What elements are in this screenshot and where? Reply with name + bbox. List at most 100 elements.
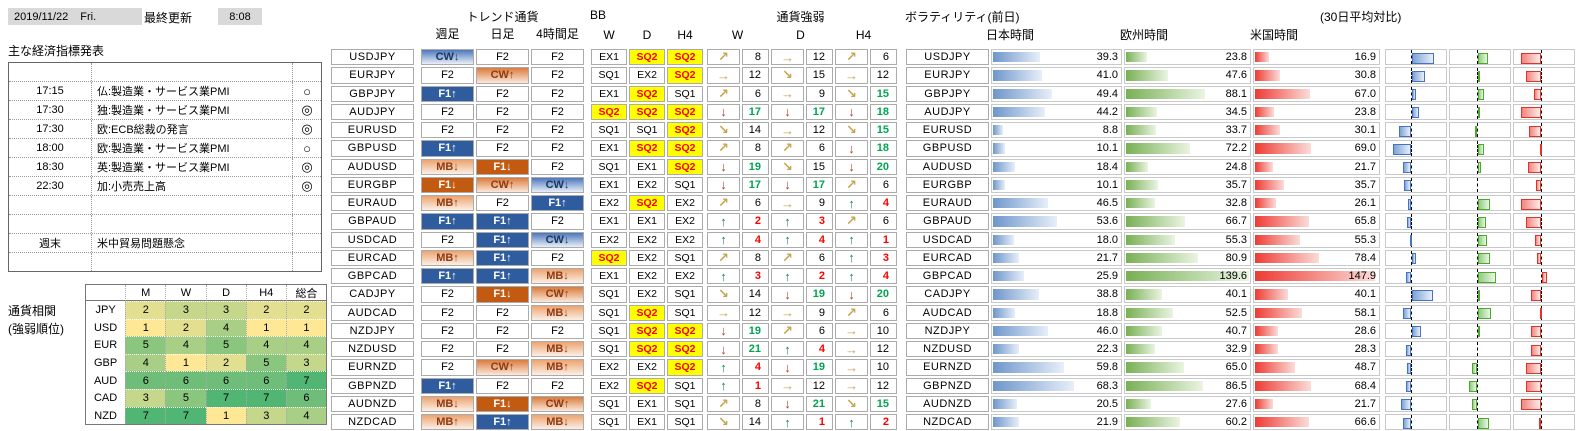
volatility-cell-europe[interactable]: 65.0 (1124, 359, 1251, 376)
trend-cell[interactable]: F1↓ (421, 176, 474, 193)
strength-arrow-dr-icon[interactable]: ↘ (771, 158, 804, 175)
strength-arrow-ur-icon[interactable]: ↗ (835, 213, 868, 230)
trend-cell[interactable]: CW↑ (476, 176, 529, 193)
strength-arrow-d-icon[interactable]: ↓ (771, 176, 804, 193)
bb-cell[interactable]: SQ1 (591, 158, 627, 175)
bb-cell[interactable]: EX2 (629, 231, 665, 248)
pair-label[interactable]: NZDJPY (906, 322, 989, 339)
strength-arrow-r-icon[interactable]: → (835, 359, 868, 376)
trend-cell[interactable]: F2 (531, 103, 584, 120)
avg30-cell-us[interactable] (1513, 213, 1575, 230)
pair-label[interactable]: EURJPY (906, 67, 989, 84)
econ-event[interactable]: 欧:製造業・サービス業PMI (91, 139, 292, 157)
trend-cell[interactable]: F1↑ (421, 140, 474, 157)
strength-value[interactable]: 20 (870, 158, 897, 175)
strength-arrow-u-icon[interactable]: ↑ (707, 268, 740, 285)
strength-value[interactable]: 6 (870, 49, 897, 66)
trend-cell[interactable]: F2 (531, 140, 584, 157)
strength-arrow-ur-icon[interactable]: ↗ (771, 322, 804, 339)
corr-rank-cell[interactable]: 2 (165, 318, 206, 337)
bb-cell[interactable]: SQ2 (667, 67, 703, 84)
bb-cell[interactable]: SQ1 (591, 322, 627, 339)
trend-cell[interactable]: F2 (421, 304, 474, 321)
strength-arrow-ur-icon[interactable]: ↗ (707, 140, 740, 157)
bb-cell[interactable]: SQ1 (667, 176, 703, 193)
trend-cell[interactable]: F1↑ (476, 414, 529, 431)
strength-arrow-ur-icon[interactable]: ↗ (707, 85, 740, 102)
strength-arrow-d-icon[interactable]: ↓ (835, 140, 868, 157)
strength-value[interactable]: 3 (742, 268, 769, 285)
corr-rank-cell[interactable]: 3 (165, 301, 206, 319)
avg30-cell-japan[interactable] (1385, 414, 1447, 431)
strength-value[interactable]: 6 (806, 140, 833, 157)
strength-arrow-u-icon[interactable]: ↑ (835, 268, 868, 285)
strength-value[interactable]: 2 (870, 414, 897, 431)
volatility-cell-europe[interactable]: 24.8 (1124, 158, 1251, 175)
bb-cell[interactable]: EX1 (629, 395, 665, 412)
pair-label[interactable]: AUDUSD (331, 158, 414, 175)
strength-value[interactable]: 12 (870, 377, 897, 394)
strength-value[interactable]: 1 (806, 414, 833, 431)
corr-rank-cell[interactable]: 6 (125, 371, 166, 389)
volatility-cell-japan[interactable]: 18.0 (991, 231, 1122, 248)
avg30-cell-us[interactable] (1513, 140, 1575, 157)
pair-label[interactable]: NZDUSD (331, 341, 414, 358)
avg30-cell-us[interactable] (1513, 122, 1575, 139)
trend-cell[interactable]: F1↑ (421, 213, 474, 230)
trend-cell[interactable]: F1↑ (476, 213, 529, 230)
econ-time[interactable]: 17:30 (36, 123, 64, 135)
pair-label[interactable]: EURUSD (331, 122, 414, 139)
pair-label[interactable]: GBPUSD (331, 140, 414, 157)
trend-cell[interactable]: MB↓ (531, 414, 584, 431)
corr-rank-cell[interactable]: 3 (285, 353, 327, 372)
strength-arrow-r-icon[interactable]: → (835, 341, 868, 358)
avg30-cell-japan[interactable] (1385, 49, 1447, 66)
trend-cell[interactable]: MB↓ (531, 341, 584, 358)
pair-label[interactable]: USDJPY (331, 49, 414, 66)
avg30-cell-europe[interactable] (1449, 231, 1511, 248)
trend-cell[interactable]: F2 (476, 304, 529, 321)
strength-value[interactable]: 10 (870, 322, 897, 339)
trend-cell[interactable]: F1↑ (421, 377, 474, 394)
trend-cell[interactable]: CW↓ (531, 231, 584, 248)
trend-cell[interactable]: F2 (421, 122, 474, 139)
econ-importance-mark[interactable] (292, 196, 321, 214)
strength-value[interactable]: 1 (870, 231, 897, 248)
volatility-cell-us[interactable]: 69.0 (1253, 140, 1380, 157)
econ-importance-mark[interactable]: ○ (292, 139, 321, 157)
avg30-cell-us[interactable] (1513, 176, 1575, 193)
bb-cell[interactable]: SQ2 (667, 341, 703, 358)
avg30-cell-europe[interactable] (1449, 322, 1511, 339)
strength-value[interactable]: 17 (742, 103, 769, 120)
pair-label[interactable]: GBPJPY (331, 85, 414, 102)
strength-arrow-ur-icon[interactable]: ↗ (707, 195, 740, 212)
pair-label[interactable]: EURCAD (331, 249, 414, 266)
strength-value[interactable]: 19 (806, 359, 833, 376)
strength-value[interactable]: 15 (870, 122, 897, 139)
pair-label[interactable]: EURAUD (331, 195, 414, 212)
volatility-cell-japan[interactable]: 68.3 (991, 377, 1122, 394)
volatility-cell-europe[interactable]: 86.5 (1124, 377, 1251, 394)
avg30-cell-europe[interactable] (1449, 341, 1511, 358)
pair-label[interactable]: AUDJPY (331, 103, 414, 120)
pair-label[interactable]: GBPAUD (331, 213, 414, 230)
strength-value[interactable]: 6 (742, 195, 769, 212)
avg30-cell-japan[interactable] (1385, 213, 1447, 230)
volatility-cell-europe[interactable]: 27.6 (1124, 395, 1251, 412)
corr-rank-cell[interactable]: 6 (285, 388, 327, 407)
pair-label[interactable]: AUDNZD (331, 395, 414, 412)
corr-currency-label[interactable]: GBP (86, 353, 126, 372)
strength-arrow-u-icon[interactable]: ↑ (707, 231, 740, 248)
strength-value[interactable]: 12 (806, 377, 833, 394)
volatility-cell-us[interactable]: 21.7 (1253, 395, 1380, 412)
strength-arrow-ur-icon[interactable]: ↗ (835, 49, 868, 66)
econ-time[interactable]: 17:15 (36, 85, 64, 97)
strength-value[interactable]: 17 (742, 176, 769, 193)
trend-cell[interactable]: F2 (531, 49, 584, 66)
avg30-cell-japan[interactable] (1385, 304, 1447, 321)
bb-cell[interactable]: EX2 (667, 268, 703, 285)
econ-event[interactable] (91, 196, 292, 214)
strength-arrow-ur-icon[interactable]: ↗ (707, 249, 740, 266)
corr-currency-label[interactable]: CAD (86, 388, 126, 407)
trend-cell[interactable]: F2 (531, 67, 584, 84)
